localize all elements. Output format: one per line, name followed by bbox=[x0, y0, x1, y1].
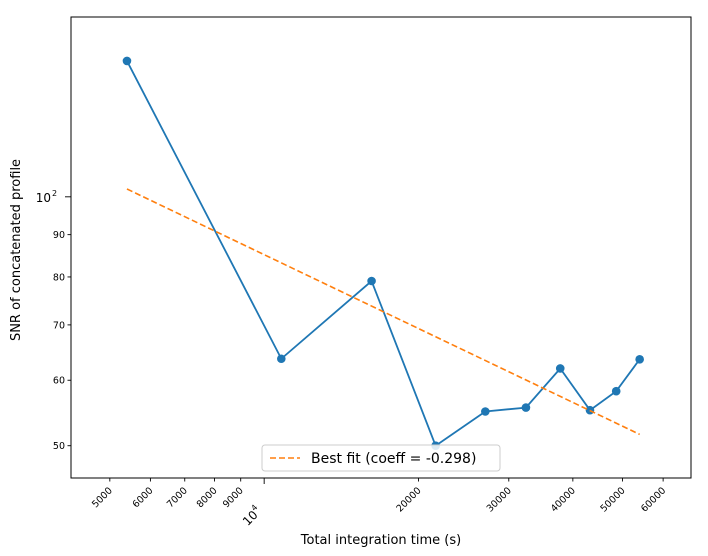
data-series-line bbox=[126, 60, 641, 448]
data-point bbox=[367, 276, 376, 286]
y-tick-label: 70 bbox=[53, 320, 65, 331]
data-point bbox=[635, 355, 644, 364]
x-axis-label: Total integration time (s) bbox=[300, 533, 461, 548]
legend: Best fit (coeff = -0.298) bbox=[261, 444, 501, 472]
y-tick-label: 90 bbox=[53, 230, 65, 241]
legend-box bbox=[261, 444, 501, 472]
data-point bbox=[611, 386, 621, 396]
plot-frame bbox=[70, 16, 692, 479]
data-point bbox=[555, 364, 565, 373]
data-point bbox=[521, 403, 531, 412]
y-axis-label: SNR of concatenated profile bbox=[9, 159, 24, 341]
best-fit-line bbox=[126, 188, 641, 436]
y-tick-label: 80 bbox=[53, 272, 65, 283]
data-point bbox=[122, 56, 132, 66]
data-point bbox=[481, 407, 490, 416]
y-tick-label: 10 bbox=[36, 191, 51, 205]
y-tick-label: 60 bbox=[53, 376, 65, 387]
legend-label-best-fit: Best fit (coeff = -0.298) bbox=[311, 451, 476, 467]
y-tick-label: 50 bbox=[53, 441, 65, 452]
y-tick-exponent: 2 bbox=[52, 189, 57, 198]
data-point bbox=[277, 354, 286, 364]
plot-area bbox=[122, 56, 644, 451]
